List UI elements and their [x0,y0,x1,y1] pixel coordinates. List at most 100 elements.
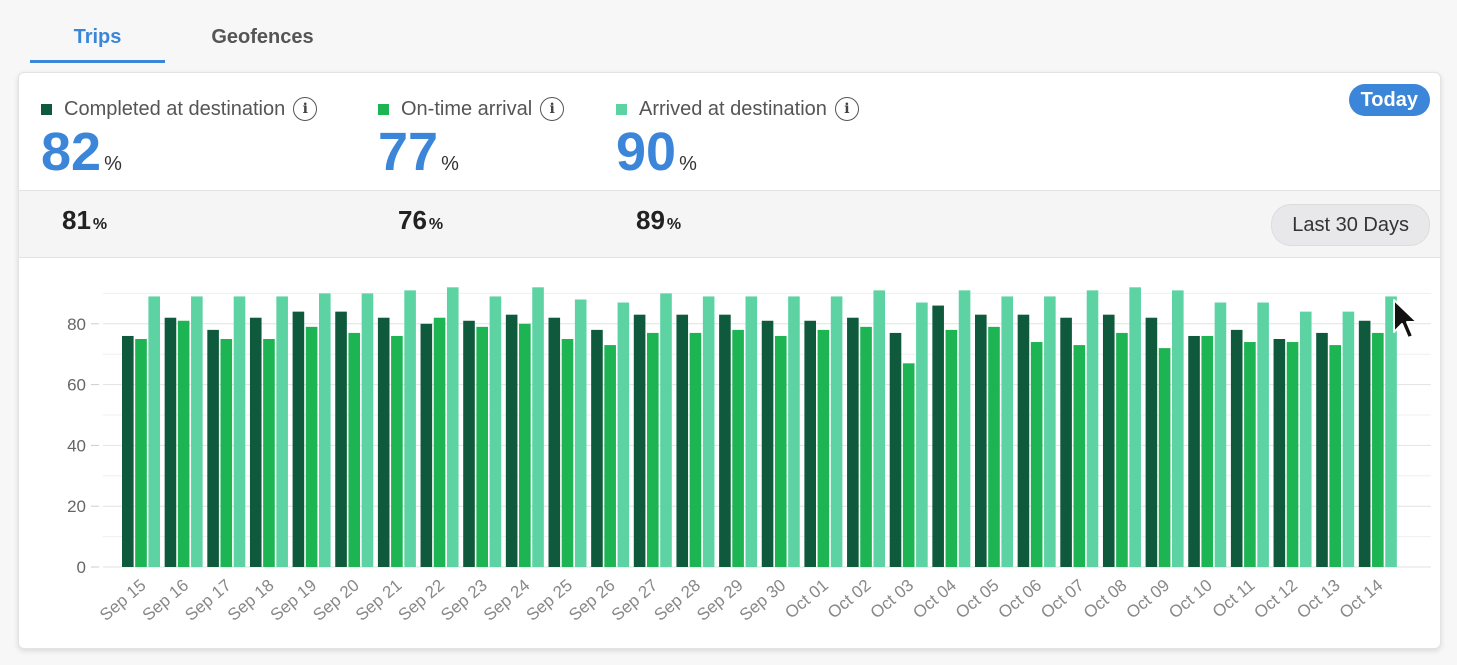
tab-geofences[interactable]: Geofences [211,26,314,48]
bar [1299,311,1312,567]
divider [19,257,1440,258]
x-tick-label: Oct 10 [1165,576,1216,623]
x-tick-label: Oct 12 [1251,576,1302,623]
x-tick-label: Oct 03 [867,576,918,623]
bar [1044,296,1056,567]
y-tick-label: 60 [67,376,86,395]
bar [177,320,190,567]
bar [1129,287,1141,567]
x-tick-label: Sep 17 [181,576,234,625]
bar [489,296,502,567]
bar [433,317,446,567]
bar [633,314,646,567]
info-icon[interactable]: i [293,97,318,121]
stat-ontime: On-time arrival i 77% [378,97,565,195]
bar [617,302,630,567]
bar [719,314,731,567]
bar [391,335,403,567]
x-tick-label: Sep 18 [224,576,277,625]
comparison-row: 81% 76% 89% Last 30 Days [19,191,1440,257]
bar [1372,332,1384,567]
x-tick-label: Sep 16 [139,576,192,625]
x-tick-label: Oct 01 [781,576,832,623]
bar [745,296,758,567]
bar [847,317,859,567]
bar [860,326,872,567]
y-tick-label: 0 [77,558,86,577]
stat-label-ontime: On-time arrival [401,97,533,120]
percent-sign: % [679,153,697,175]
bar [1086,290,1099,567]
info-icon[interactable]: i [834,97,859,121]
bar [1244,342,1256,567]
tab-trips[interactable]: Trips [30,22,165,63]
bar [1201,335,1214,567]
bar [532,287,544,567]
bar [1214,302,1227,567]
legend-swatch-arrived [616,103,627,115]
bar [647,332,659,567]
x-tick-label: Sep 24 [480,576,533,625]
bar [263,339,275,567]
date-range-button[interactable]: Last 30 Days [1271,204,1430,246]
bar [604,345,616,567]
x-tick-label: Oct 06 [995,576,1046,623]
percent-sign: % [441,153,459,175]
bar [1257,302,1269,567]
bar [1172,290,1184,567]
bar [476,326,488,567]
bar [561,339,574,567]
bar [1060,317,1072,567]
bar [305,326,318,567]
bar [361,293,374,567]
percent-sign: % [428,216,444,233]
bar [420,323,433,567]
x-tick-label: Oct 04 [909,576,960,623]
prev-number: 81 [62,205,91,235]
x-tick-label: Sep 30 [736,576,789,625]
today-button[interactable]: Today [1348,84,1430,116]
bar [702,296,715,567]
x-tick-label: Sep 25 [523,576,576,625]
bar [1342,311,1355,567]
bar [164,317,177,567]
x-tick-label: Sep 28 [651,576,704,625]
stats-card: Completed at destination i 82% On-time a… [18,72,1441,649]
bar [233,296,246,567]
info-icon[interactable]: i [540,97,565,121]
stat-number: 90 [616,122,677,182]
bar [1017,314,1030,567]
bar [889,332,902,567]
bar [916,302,928,567]
bar [830,296,843,567]
bar [220,339,233,567]
bar [1188,335,1200,567]
bar [548,317,561,567]
legend-swatch-ontime [378,103,389,115]
percent-sign: % [666,216,682,233]
prev-value-ontime: 76% [398,205,443,236]
legend-swatch-completed [41,103,52,115]
y-tick-label: 20 [67,497,86,516]
stat-value-ontime: 77% [378,121,564,195]
stat-value-arrived: 90% [616,121,859,195]
x-tick-label: Oct 02 [824,576,875,623]
bar [761,320,774,567]
bar [335,311,347,567]
bar [574,299,587,567]
bar [207,329,219,567]
legend-arrived: Arrived at destination i [616,97,859,121]
bar [988,326,1000,567]
bar [945,329,958,567]
bar [1158,348,1171,567]
bar [348,332,361,567]
x-tick-label: Oct 05 [952,576,1003,623]
tab-bar: Trips Geofences [30,22,1440,63]
x-tick-label: Sep 19 [267,576,320,625]
x-tick-label: Oct 11 [1209,576,1259,622]
bar [292,311,305,567]
bar [902,363,915,567]
x-tick-label: Oct 13 [1293,576,1344,623]
legend-completed: Completed at destination i [41,97,318,121]
